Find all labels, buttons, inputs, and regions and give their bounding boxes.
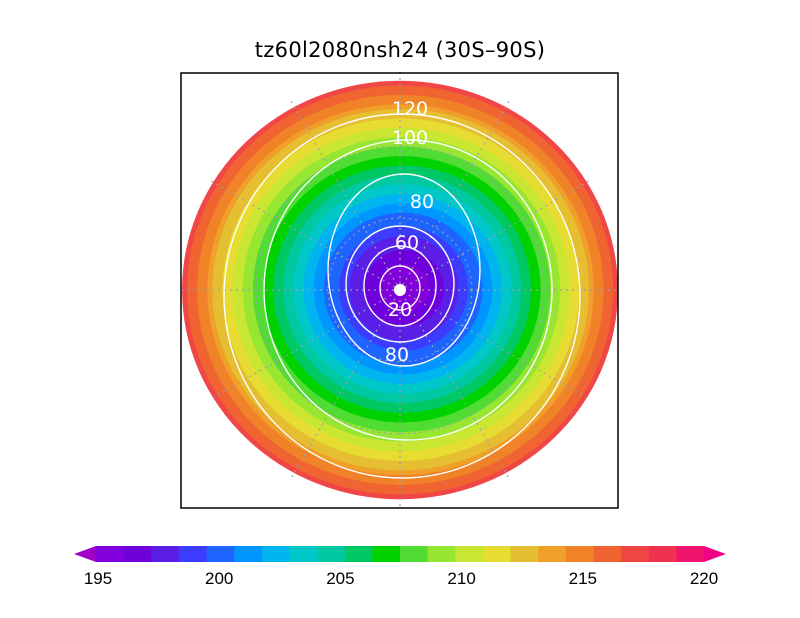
contour-label: 100 bbox=[392, 127, 428, 149]
colorbar-swatch bbox=[123, 546, 152, 562]
contour-label: 80 bbox=[385, 344, 409, 366]
pole-marker bbox=[394, 284, 406, 296]
shaded-field bbox=[182, 80, 618, 500]
colorbar-swatch bbox=[317, 546, 346, 562]
contour-labels: 120 100 80 60 20 80 bbox=[385, 98, 434, 366]
colorbar-swatch bbox=[593, 546, 622, 562]
colorbar-tick-label: 220 bbox=[690, 569, 718, 588]
contour-lines bbox=[223, 113, 581, 479]
contour-line bbox=[327, 173, 481, 367]
colorbar-swatch bbox=[621, 546, 650, 562]
colorbar: 195 200 205 210 215 220 bbox=[74, 546, 726, 588]
colorbar-swatch bbox=[676, 546, 705, 562]
colorbar-swatch bbox=[648, 546, 677, 562]
colorbar-tick-label: 200 bbox=[205, 569, 233, 588]
colorbar-swatch bbox=[510, 546, 539, 562]
colorbar-tick-label: 215 bbox=[569, 569, 597, 588]
colorbar-max-arrow bbox=[704, 546, 726, 562]
colorbar-swatch bbox=[344, 546, 373, 562]
colorbar-swatch bbox=[372, 546, 401, 562]
colorbar-swatch bbox=[538, 546, 567, 562]
contour-label: 60 bbox=[395, 232, 419, 254]
contour-line bbox=[345, 225, 455, 343]
colorbar-tick-label: 205 bbox=[326, 569, 354, 588]
chart-title: tz60l2080nsh24 (30S–90S) bbox=[254, 38, 546, 62]
contour-label: 120 bbox=[392, 98, 428, 120]
contour-label: 20 bbox=[388, 299, 412, 321]
colorbar-swatch bbox=[178, 546, 208, 562]
contour-line bbox=[223, 113, 581, 479]
colorbar-swatch bbox=[151, 546, 180, 562]
map-frame bbox=[180, 72, 619, 509]
colorbar-swatch bbox=[261, 546, 290, 562]
colorbar-swatch bbox=[565, 546, 594, 562]
colorbar-tick-label: 210 bbox=[447, 569, 475, 588]
colorbar-swatch bbox=[455, 546, 484, 562]
colorbar-swatch bbox=[482, 546, 512, 562]
colorbar-tick-label: 195 bbox=[84, 569, 112, 588]
colorbar-swatch bbox=[96, 546, 125, 562]
colorbar-swatch bbox=[400, 546, 429, 562]
contour-line bbox=[263, 139, 553, 441]
contour-label: 80 bbox=[410, 191, 434, 213]
contour-line bbox=[379, 265, 421, 311]
colorbar-min-arrow bbox=[74, 546, 96, 562]
colorbar-swatch bbox=[427, 546, 456, 562]
contour-line bbox=[363, 245, 437, 327]
colorbar-swatch bbox=[206, 546, 235, 562]
colorbar-swatch bbox=[234, 546, 263, 562]
colorbar-swatch bbox=[289, 546, 318, 562]
